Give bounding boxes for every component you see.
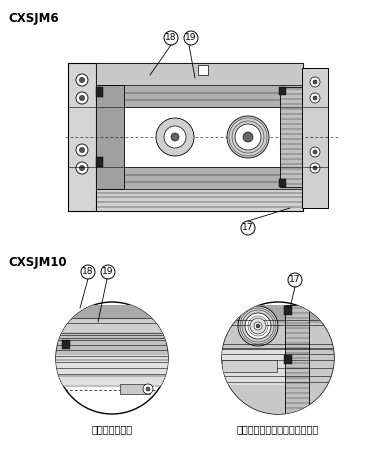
Circle shape <box>76 162 88 174</box>
Bar <box>284 306 292 315</box>
Bar <box>222 305 337 415</box>
Circle shape <box>156 118 194 156</box>
Bar <box>96 87 103 97</box>
Bar <box>120 384 150 394</box>
Text: 18: 18 <box>165 34 177 42</box>
Text: ピストンロッドＢ側ピストン部: ピストンロッドＢ側ピストン部 <box>237 424 319 434</box>
Circle shape <box>146 387 150 391</box>
Circle shape <box>79 95 84 101</box>
Circle shape <box>310 93 320 103</box>
Text: 18: 18 <box>82 268 94 277</box>
Circle shape <box>164 126 186 148</box>
Circle shape <box>143 384 153 394</box>
Bar <box>55 305 175 319</box>
Circle shape <box>310 147 320 157</box>
Circle shape <box>238 306 278 346</box>
Bar <box>198 65 208 75</box>
Circle shape <box>310 77 320 87</box>
Bar <box>55 355 175 385</box>
Bar <box>55 332 175 387</box>
Circle shape <box>76 92 88 104</box>
Circle shape <box>313 80 317 84</box>
Circle shape <box>243 132 253 142</box>
Bar <box>96 63 303 85</box>
Bar <box>55 320 175 332</box>
Bar <box>279 87 286 95</box>
Circle shape <box>79 77 84 83</box>
Bar <box>285 305 309 415</box>
Text: ロッドカバー部: ロッドカバー部 <box>91 424 132 434</box>
Bar <box>284 355 292 364</box>
Circle shape <box>79 166 84 170</box>
Bar <box>96 85 303 189</box>
Circle shape <box>245 313 271 339</box>
Text: 19: 19 <box>185 34 197 42</box>
Circle shape <box>313 150 317 154</box>
Circle shape <box>56 302 168 414</box>
Text: 19: 19 <box>102 268 114 277</box>
Text: 17: 17 <box>289 276 301 285</box>
Circle shape <box>254 322 262 330</box>
Bar <box>280 87 302 187</box>
Bar <box>222 305 337 323</box>
Bar <box>68 63 96 211</box>
Circle shape <box>250 318 266 334</box>
Bar <box>96 167 303 189</box>
Bar <box>96 157 103 167</box>
Bar <box>62 306 70 316</box>
Bar <box>279 179 286 187</box>
Bar <box>96 63 303 211</box>
Circle shape <box>256 324 260 328</box>
Text: CXSJM6: CXSJM6 <box>8 12 59 25</box>
Circle shape <box>76 74 88 86</box>
Circle shape <box>310 163 320 173</box>
Circle shape <box>313 166 317 170</box>
Bar <box>302 68 328 208</box>
Circle shape <box>222 302 334 414</box>
Bar <box>62 340 70 349</box>
Circle shape <box>227 116 269 158</box>
Circle shape <box>79 147 84 152</box>
Bar <box>222 350 287 385</box>
Circle shape <box>235 124 261 150</box>
Circle shape <box>171 133 179 141</box>
Text: 17: 17 <box>242 224 254 233</box>
Text: CXSJM10: CXSJM10 <box>8 256 67 269</box>
Bar <box>96 85 124 189</box>
Bar <box>55 305 175 343</box>
Bar <box>222 360 277 372</box>
Bar <box>96 85 303 107</box>
Circle shape <box>313 96 317 100</box>
Bar <box>96 189 303 211</box>
Circle shape <box>76 144 88 156</box>
